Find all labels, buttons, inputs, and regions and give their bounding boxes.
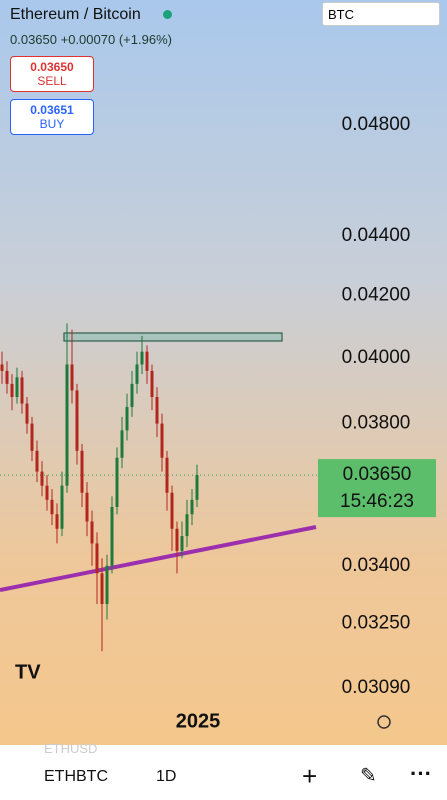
candle-body (175, 528, 179, 551)
more-button[interactable]: ··· (410, 761, 432, 786)
candle-body (170, 492, 174, 529)
trend-line (0, 525, 317, 592)
sell-button[interactable]: 0.03650 SELL (10, 56, 94, 92)
candle-body (75, 390, 79, 451)
candle-body (115, 457, 119, 508)
candle-body (60, 485, 64, 529)
candle-body (95, 543, 99, 574)
candle-body (25, 403, 29, 424)
currency-select[interactable]: BTC (322, 2, 440, 26)
candle-body (125, 406, 129, 431)
interval[interactable]: 1D (156, 768, 177, 785)
last-price-tag (318, 459, 436, 518)
buy-button[interactable]: 0.03651 BUY (10, 99, 94, 135)
y-tick-label: 0.03250 (342, 612, 411, 633)
y-tick-label: 0.04800 (342, 114, 411, 135)
candle-body (0, 364, 4, 371)
sell-label: SELL (37, 74, 67, 88)
candle-body (100, 573, 104, 604)
y-tick-label: 0.03400 (342, 555, 411, 576)
price-line: 0.03650 +0.00070 (+1.96%) (10, 32, 172, 47)
sell-price: 0.03650 (30, 60, 74, 74)
tv-logo: TV (15, 661, 41, 683)
zone-rectangle (63, 332, 283, 342)
candle-body (120, 430, 124, 458)
market-status (163, 10, 173, 19)
y-tick-label: 0.04200 (342, 285, 411, 306)
candle-body (105, 565, 109, 604)
change: +0.00070 (60, 32, 116, 47)
candle-body (165, 457, 169, 493)
candle-body (130, 383, 134, 407)
symbol-title[interactable]: Ethereum / Bitcoin (10, 6, 173, 24)
candle-body (30, 423, 34, 451)
candle-body (140, 351, 144, 365)
candle-body (20, 377, 24, 404)
candle-body (15, 377, 19, 397)
buy-price: 0.03651 (30, 103, 74, 117)
candle-body (195, 475, 199, 500)
candle-body (35, 450, 39, 472)
candle-body (190, 499, 194, 515)
faded-symbol: ETHUSD (44, 741, 98, 756)
change-pct: (+1.96%) (118, 32, 172, 47)
candle-body (145, 351, 149, 371)
candle-body (90, 521, 94, 544)
buy-label: BUY (39, 117, 65, 131)
candle-body (40, 471, 44, 486)
toolbar-symbol[interactable]: ETHBTC (44, 768, 108, 785)
candle-body (55, 514, 59, 529)
price: 0.03650 (10, 32, 57, 47)
y-tick-label: 0.03800 (342, 413, 411, 434)
y-tick-label: 0.04000 (342, 347, 411, 368)
candle-body (10, 383, 14, 397)
countdown: 15:46:23 (340, 491, 414, 512)
candle-body (80, 450, 84, 493)
candle-body (185, 514, 189, 537)
symbol-name: Ethereum / Bitcoin (10, 6, 141, 23)
candle-body (150, 370, 154, 397)
y-tick-label: 0.03090 (342, 677, 411, 698)
candle-body (5, 370, 9, 384)
candle-body (160, 423, 164, 458)
candle-body (135, 364, 139, 384)
candle-body (50, 499, 54, 515)
draw-button[interactable]: ✎ (360, 765, 377, 787)
candle-body (110, 507, 114, 566)
add-button[interactable]: + (302, 761, 318, 791)
candle-body (65, 364, 69, 486)
last-price-label: 0.03650 (343, 464, 412, 485)
toolbar: ETHUSD ETHBTC 1D + ✎ ··· (0, 741, 447, 800)
candle-body (155, 396, 159, 424)
y-tick-label: 0.04400 (342, 225, 411, 246)
candle-body (85, 492, 89, 522)
chart: TV 0.04800 0.04400 0.04200 0.04000 0.03800 0.… (0, 114, 436, 732)
x-tick-label: 2025 (176, 710, 221, 732)
candle-body (45, 485, 49, 500)
candle-body (70, 364, 74, 391)
candle-body (180, 536, 184, 551)
settings-icon[interactable] (377, 715, 391, 729)
